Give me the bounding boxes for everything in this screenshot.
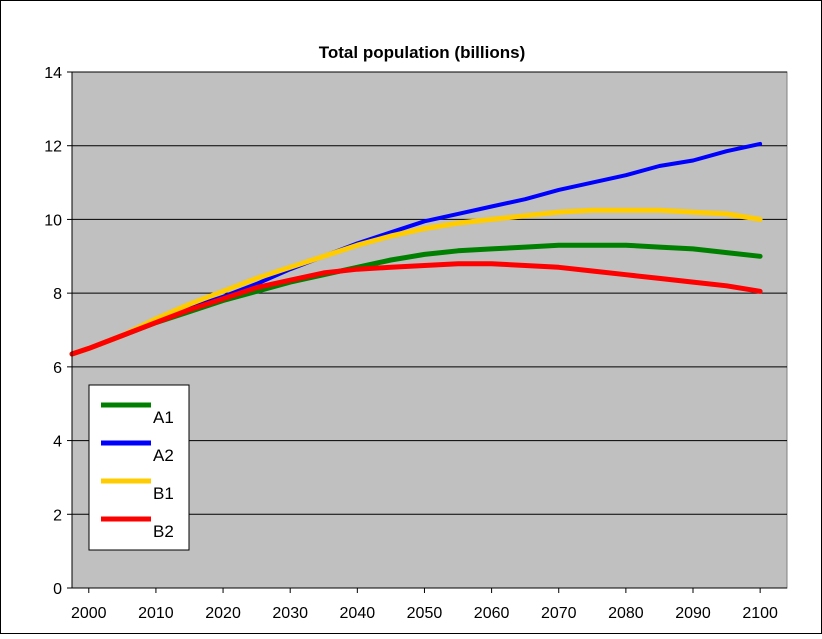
legend: A1 A2 B1 B2 — [88, 384, 190, 551]
y-tick-label: 6 — [53, 360, 62, 377]
x-tick-label: 2020 — [205, 605, 241, 622]
x-tick-label: 2040 — [340, 605, 376, 622]
x-tick-label: 2060 — [474, 605, 510, 622]
x-tick-label: 2030 — [272, 605, 308, 622]
plot-area — [71, 71, 788, 589]
legend-box — [88, 384, 190, 551]
x-tick-label: 2080 — [608, 605, 644, 622]
x-tick-label: 2050 — [407, 605, 443, 622]
x-tick-label: 2090 — [675, 605, 711, 622]
y-tick-label: 2 — [53, 507, 62, 524]
y-tick-label: 4 — [53, 434, 62, 451]
chart-title: Total population (billions) — [319, 43, 525, 62]
y-tick-label: 12 — [44, 139, 62, 156]
x-tick-label: 2000 — [71, 605, 107, 622]
legend-label-b2: B2 — [153, 522, 174, 541]
legend-label-b1: B1 — [153, 484, 174, 503]
axes: 0 2 4 6 8 10 12 14 2000 2010 2020 2030 2040 2050 2060 2… — [44, 65, 787, 622]
legend-label-a2: A2 — [153, 446, 174, 465]
x-tick-label: 2070 — [541, 605, 577, 622]
series-line-b2 — [69, 261, 763, 357]
y-tick-label: 0 — [53, 581, 62, 598]
x-tick-label: 2100 — [742, 605, 778, 622]
series-line-b1 — [69, 207, 763, 357]
series-layer — [69, 141, 763, 357]
y-tick-label: 10 — [44, 212, 62, 229]
y-tick-label: 8 — [53, 286, 62, 303]
y-tick-label: 14 — [44, 65, 62, 82]
legend-label-a1: A1 — [153, 408, 174, 427]
x-tick-label: 2010 — [138, 605, 174, 622]
